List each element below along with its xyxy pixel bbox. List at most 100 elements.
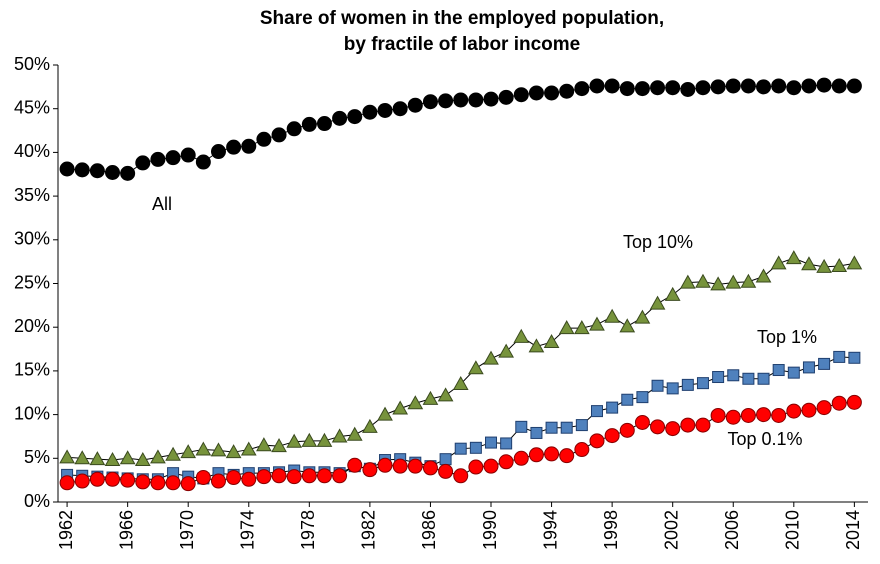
data-point — [515, 420, 528, 433]
data-point — [543, 334, 560, 349]
data-point — [59, 161, 75, 177]
data-point — [105, 471, 121, 487]
data-point — [665, 421, 681, 437]
data-point — [89, 471, 105, 487]
data-point — [332, 468, 348, 484]
data-point — [636, 391, 649, 404]
data-point — [377, 102, 393, 118]
data-point — [742, 372, 755, 385]
x-tick-label: 1994 — [540, 510, 560, 550]
data-point — [696, 377, 709, 390]
data-point — [544, 446, 560, 462]
data-point — [346, 426, 363, 441]
data-point — [787, 366, 800, 379]
data-point — [485, 436, 498, 449]
data-point — [545, 421, 558, 434]
data-point — [589, 433, 605, 449]
data-point — [195, 154, 211, 170]
data-point — [210, 442, 227, 457]
data-point — [469, 441, 482, 454]
data-point — [756, 79, 772, 95]
data-point — [802, 361, 815, 374]
y-tick-label: 40% — [14, 141, 50, 161]
data-point — [468, 360, 484, 375]
data-point — [833, 350, 846, 363]
data-point — [362, 418, 378, 433]
data-point — [59, 449, 75, 464]
data-point — [680, 417, 696, 433]
data-point — [120, 472, 136, 488]
data-point — [74, 162, 90, 178]
data-point — [801, 78, 817, 94]
data-point — [59, 475, 75, 491]
data-point — [846, 394, 862, 410]
data-point — [575, 419, 588, 432]
data-point — [818, 357, 831, 370]
data-point — [225, 444, 242, 459]
data-point — [438, 93, 454, 109]
data-point — [120, 165, 136, 181]
data-point — [105, 165, 121, 181]
x-tick-label: 1970 — [177, 510, 197, 550]
data-point — [332, 110, 348, 126]
data-point — [740, 407, 756, 423]
data-point — [680, 81, 696, 97]
data-point — [271, 438, 287, 453]
data-point — [725, 409, 741, 425]
data-point — [801, 256, 817, 271]
data-point — [226, 139, 242, 155]
data-point — [301, 432, 318, 447]
data-point — [119, 450, 136, 465]
data-point — [377, 406, 393, 421]
x-tick-label: 2002 — [661, 510, 681, 550]
x-tick-label: 2010 — [783, 510, 803, 550]
data-point — [619, 81, 635, 97]
data-point — [468, 92, 484, 108]
data-point — [483, 458, 499, 474]
data-point — [347, 457, 363, 473]
data-point — [165, 150, 181, 166]
data-point — [530, 426, 543, 439]
data-point — [377, 457, 393, 473]
x-tick-label: 2006 — [722, 510, 742, 550]
data-point — [848, 351, 861, 364]
data-point — [634, 414, 650, 430]
data-point — [271, 127, 287, 143]
data-point — [362, 104, 378, 120]
data-point — [301, 468, 317, 484]
data-point — [347, 109, 363, 125]
data-point — [757, 372, 770, 385]
data-point — [392, 400, 409, 415]
data-point — [89, 451, 106, 466]
y-tick-label: 20% — [14, 316, 50, 336]
x-tick-label: 2014 — [843, 510, 863, 550]
data-point — [604, 428, 620, 444]
data-point — [513, 328, 530, 343]
y-tick-label: 5% — [24, 447, 50, 467]
data-point — [362, 462, 378, 478]
data-point — [695, 417, 711, 433]
data-point — [604, 308, 620, 323]
y-tick-label: 10% — [14, 403, 50, 423]
data-point — [422, 94, 438, 110]
data-point — [666, 382, 679, 395]
data-point — [831, 395, 847, 411]
data-point — [681, 378, 694, 391]
y-tick-label: 30% — [14, 229, 50, 249]
y-tick-label: 35% — [14, 185, 50, 205]
series-label: Top 0.1% — [727, 429, 802, 449]
data-point — [831, 78, 847, 94]
data-point — [500, 437, 513, 450]
data-point — [650, 419, 666, 435]
data-point — [590, 405, 603, 418]
data-point — [210, 473, 226, 489]
data-point — [134, 452, 151, 467]
x-tick-label: 1982 — [359, 510, 379, 550]
data-point — [651, 379, 664, 392]
data-point — [846, 255, 863, 270]
data-point — [606, 401, 619, 414]
data-point — [210, 144, 226, 160]
data-point — [528, 338, 545, 353]
data-point — [755, 268, 772, 283]
